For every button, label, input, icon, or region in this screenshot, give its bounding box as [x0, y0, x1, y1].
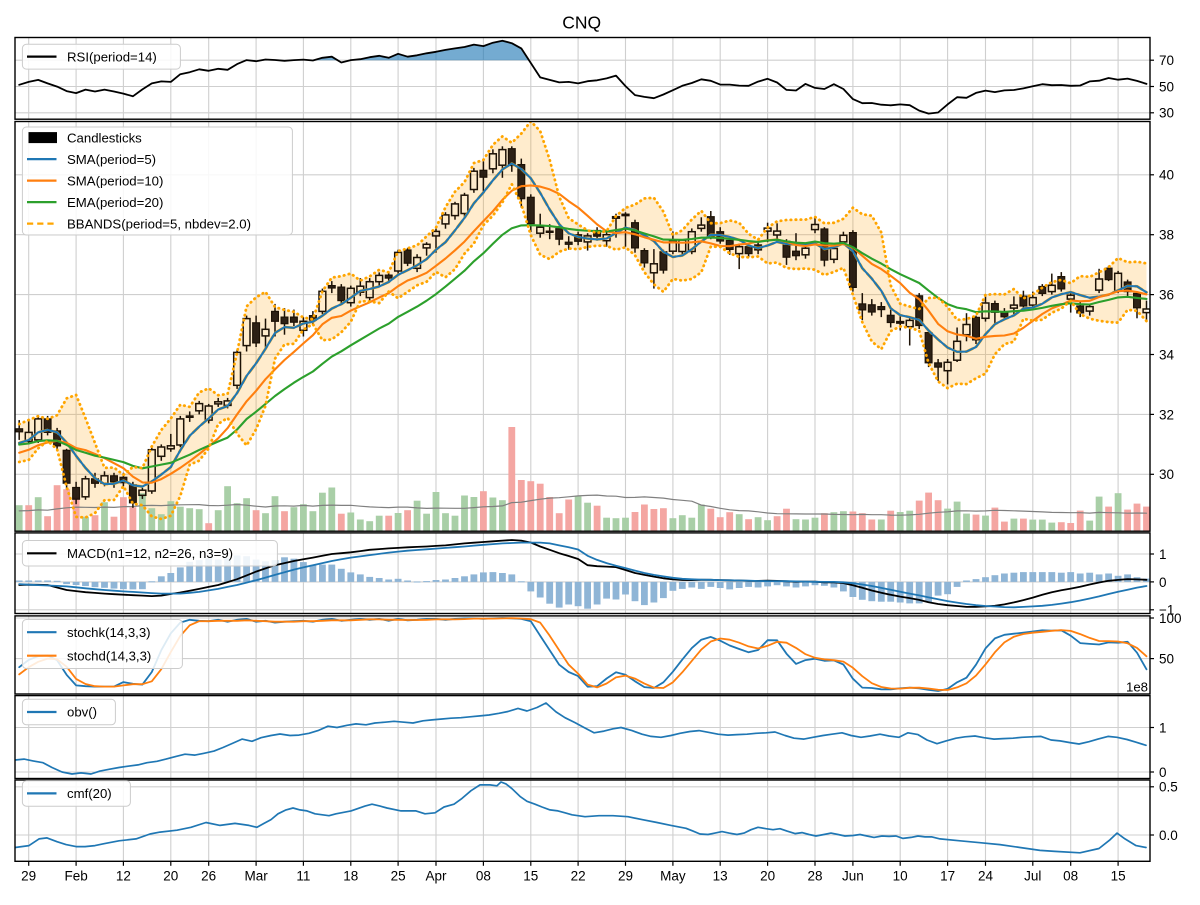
svg-text:38: 38	[1159, 228, 1174, 243]
svg-text:1: 1	[1159, 547, 1167, 562]
svg-text:32: 32	[1159, 407, 1174, 422]
svg-text:CNQ: CNQ	[562, 13, 601, 33]
svg-text:70: 70	[1159, 53, 1174, 68]
svg-text:0.0: 0.0	[1159, 828, 1178, 843]
svg-text:15: 15	[523, 868, 538, 883]
svg-text:22: 22	[571, 868, 586, 883]
svg-text:20: 20	[163, 868, 178, 883]
svg-text:Mar: Mar	[244, 868, 268, 883]
svg-text:RSI(period=14): RSI(period=14)	[67, 49, 157, 64]
svg-text:34: 34	[1159, 347, 1175, 362]
svg-text:stochk(14,3,3): stochk(14,3,3)	[67, 625, 151, 640]
svg-text:0: 0	[1159, 575, 1167, 590]
svg-text:29: 29	[21, 868, 36, 883]
svg-text:cmf(20): cmf(20)	[67, 786, 112, 801]
svg-text:0.5: 0.5	[1159, 780, 1178, 795]
svg-text:−1: −1	[1159, 603, 1174, 618]
svg-text:50: 50	[1159, 79, 1174, 94]
svg-text:Feb: Feb	[64, 868, 87, 883]
svg-text:08: 08	[476, 868, 491, 883]
svg-text:SMA(period=5): SMA(period=5)	[67, 152, 156, 167]
svg-text:BBANDS(period=5, nbdev=2.0): BBANDS(period=5, nbdev=2.0)	[67, 216, 251, 231]
svg-text:Jun: Jun	[842, 868, 864, 883]
svg-text:0: 0	[1159, 765, 1167, 780]
svg-text:12: 12	[116, 868, 131, 883]
svg-text:08: 08	[1063, 868, 1078, 883]
svg-text:26: 26	[201, 868, 216, 883]
svg-text:13: 13	[713, 868, 728, 883]
svg-text:36: 36	[1159, 288, 1174, 303]
svg-text:18: 18	[343, 868, 358, 883]
svg-text:SMA(period=10): SMA(period=10)	[67, 173, 163, 188]
svg-text:Jul: Jul	[1024, 868, 1041, 883]
svg-text:1e8: 1e8	[1126, 680, 1148, 695]
svg-text:EMA(period=20): EMA(period=20)	[67, 195, 163, 210]
svg-text:24: 24	[978, 868, 994, 883]
svg-text:17: 17	[940, 868, 955, 883]
svg-text:MACD(n1=12, n2=26, n3=9): MACD(n1=12, n2=26, n3=9)	[67, 546, 233, 561]
svg-text:Apr: Apr	[425, 868, 447, 883]
svg-text:25: 25	[391, 868, 406, 883]
svg-text:40: 40	[1159, 168, 1174, 183]
svg-text:28: 28	[807, 868, 822, 883]
svg-text:100: 100	[1159, 611, 1182, 626]
svg-text:30: 30	[1159, 467, 1174, 482]
svg-text:Candlesticks: Candlesticks	[67, 130, 142, 145]
svg-text:29: 29	[618, 868, 633, 883]
svg-text:stochd(14,3,3): stochd(14,3,3)	[67, 648, 151, 663]
svg-text:11: 11	[296, 868, 310, 883]
svg-text:50: 50	[1159, 652, 1174, 667]
svg-text:1: 1	[1159, 720, 1167, 735]
svg-text:15: 15	[1111, 868, 1126, 883]
svg-text:10: 10	[893, 868, 908, 883]
svg-text:May: May	[660, 868, 686, 883]
svg-text:20: 20	[760, 868, 775, 883]
svg-text:30: 30	[1159, 106, 1174, 121]
svg-text:obv(): obv()	[67, 705, 97, 720]
